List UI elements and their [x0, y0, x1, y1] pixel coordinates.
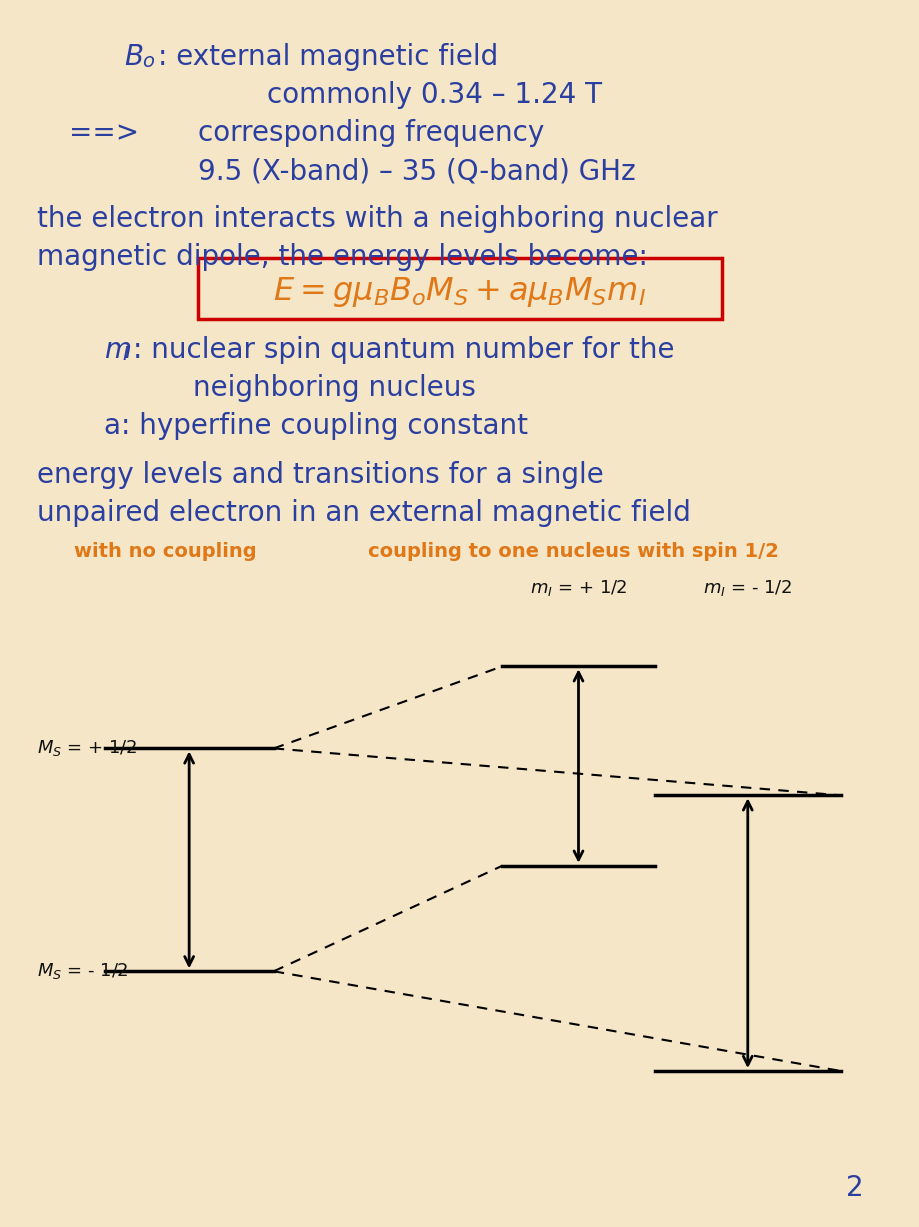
- Text: corresponding frequency: corresponding frequency: [198, 119, 543, 147]
- Text: coupling to one nucleus with spin 1/2: coupling to one nucleus with spin 1/2: [368, 542, 778, 561]
- Text: $m_I$ = + 1/2: $m_I$ = + 1/2: [529, 578, 627, 599]
- Text: B: B: [124, 43, 143, 71]
- Text: ==>: ==>: [69, 119, 139, 147]
- Text: neighboring nucleus: neighboring nucleus: [193, 374, 475, 402]
- Text: unpaired electron in an external magnetic field: unpaired electron in an external magneti…: [37, 499, 690, 528]
- Text: $m_I$ = - 1/2: $m_I$ = - 1/2: [702, 578, 791, 599]
- Text: $\mathit{E = g\mu_B B_o M_S + a\mu_B M_S m_I}$: $\mathit{E = g\mu_B B_o M_S + a\mu_B M_S…: [273, 275, 646, 309]
- Text: $M_S$ = + 1/2: $M_S$ = + 1/2: [37, 739, 137, 758]
- Text: m: m: [104, 336, 130, 364]
- Text: $M_S$ = - 1/2: $M_S$ = - 1/2: [37, 961, 128, 982]
- Text: with no coupling: with no coupling: [74, 542, 256, 561]
- Text: 2: 2: [845, 1174, 863, 1202]
- Text: commonly 0.34 – 1.24 T: commonly 0.34 – 1.24 T: [267, 81, 601, 109]
- Text: magnetic dipole, the energy levels become:: magnetic dipole, the energy levels becom…: [37, 243, 647, 271]
- Text: energy levels and transitions for a single: energy levels and transitions for a sing…: [37, 461, 603, 490]
- Bar: [198, 258, 721, 319]
- Text: a: hyperfine coupling constant: a: hyperfine coupling constant: [104, 412, 528, 440]
- Text: 9.5 (X-band) – 35 (Q-band) GHz: 9.5 (X-band) – 35 (Q-band) GHz: [198, 157, 635, 185]
- Text: I: I: [122, 345, 128, 363]
- Text: : nuclear spin quantum number for the: : nuclear spin quantum number for the: [133, 336, 675, 364]
- Text: : external magnetic field: : external magnetic field: [158, 43, 498, 71]
- Text: o: o: [142, 52, 154, 70]
- Text: the electron interacts with a neighboring nuclear: the electron interacts with a neighborin…: [37, 205, 717, 233]
